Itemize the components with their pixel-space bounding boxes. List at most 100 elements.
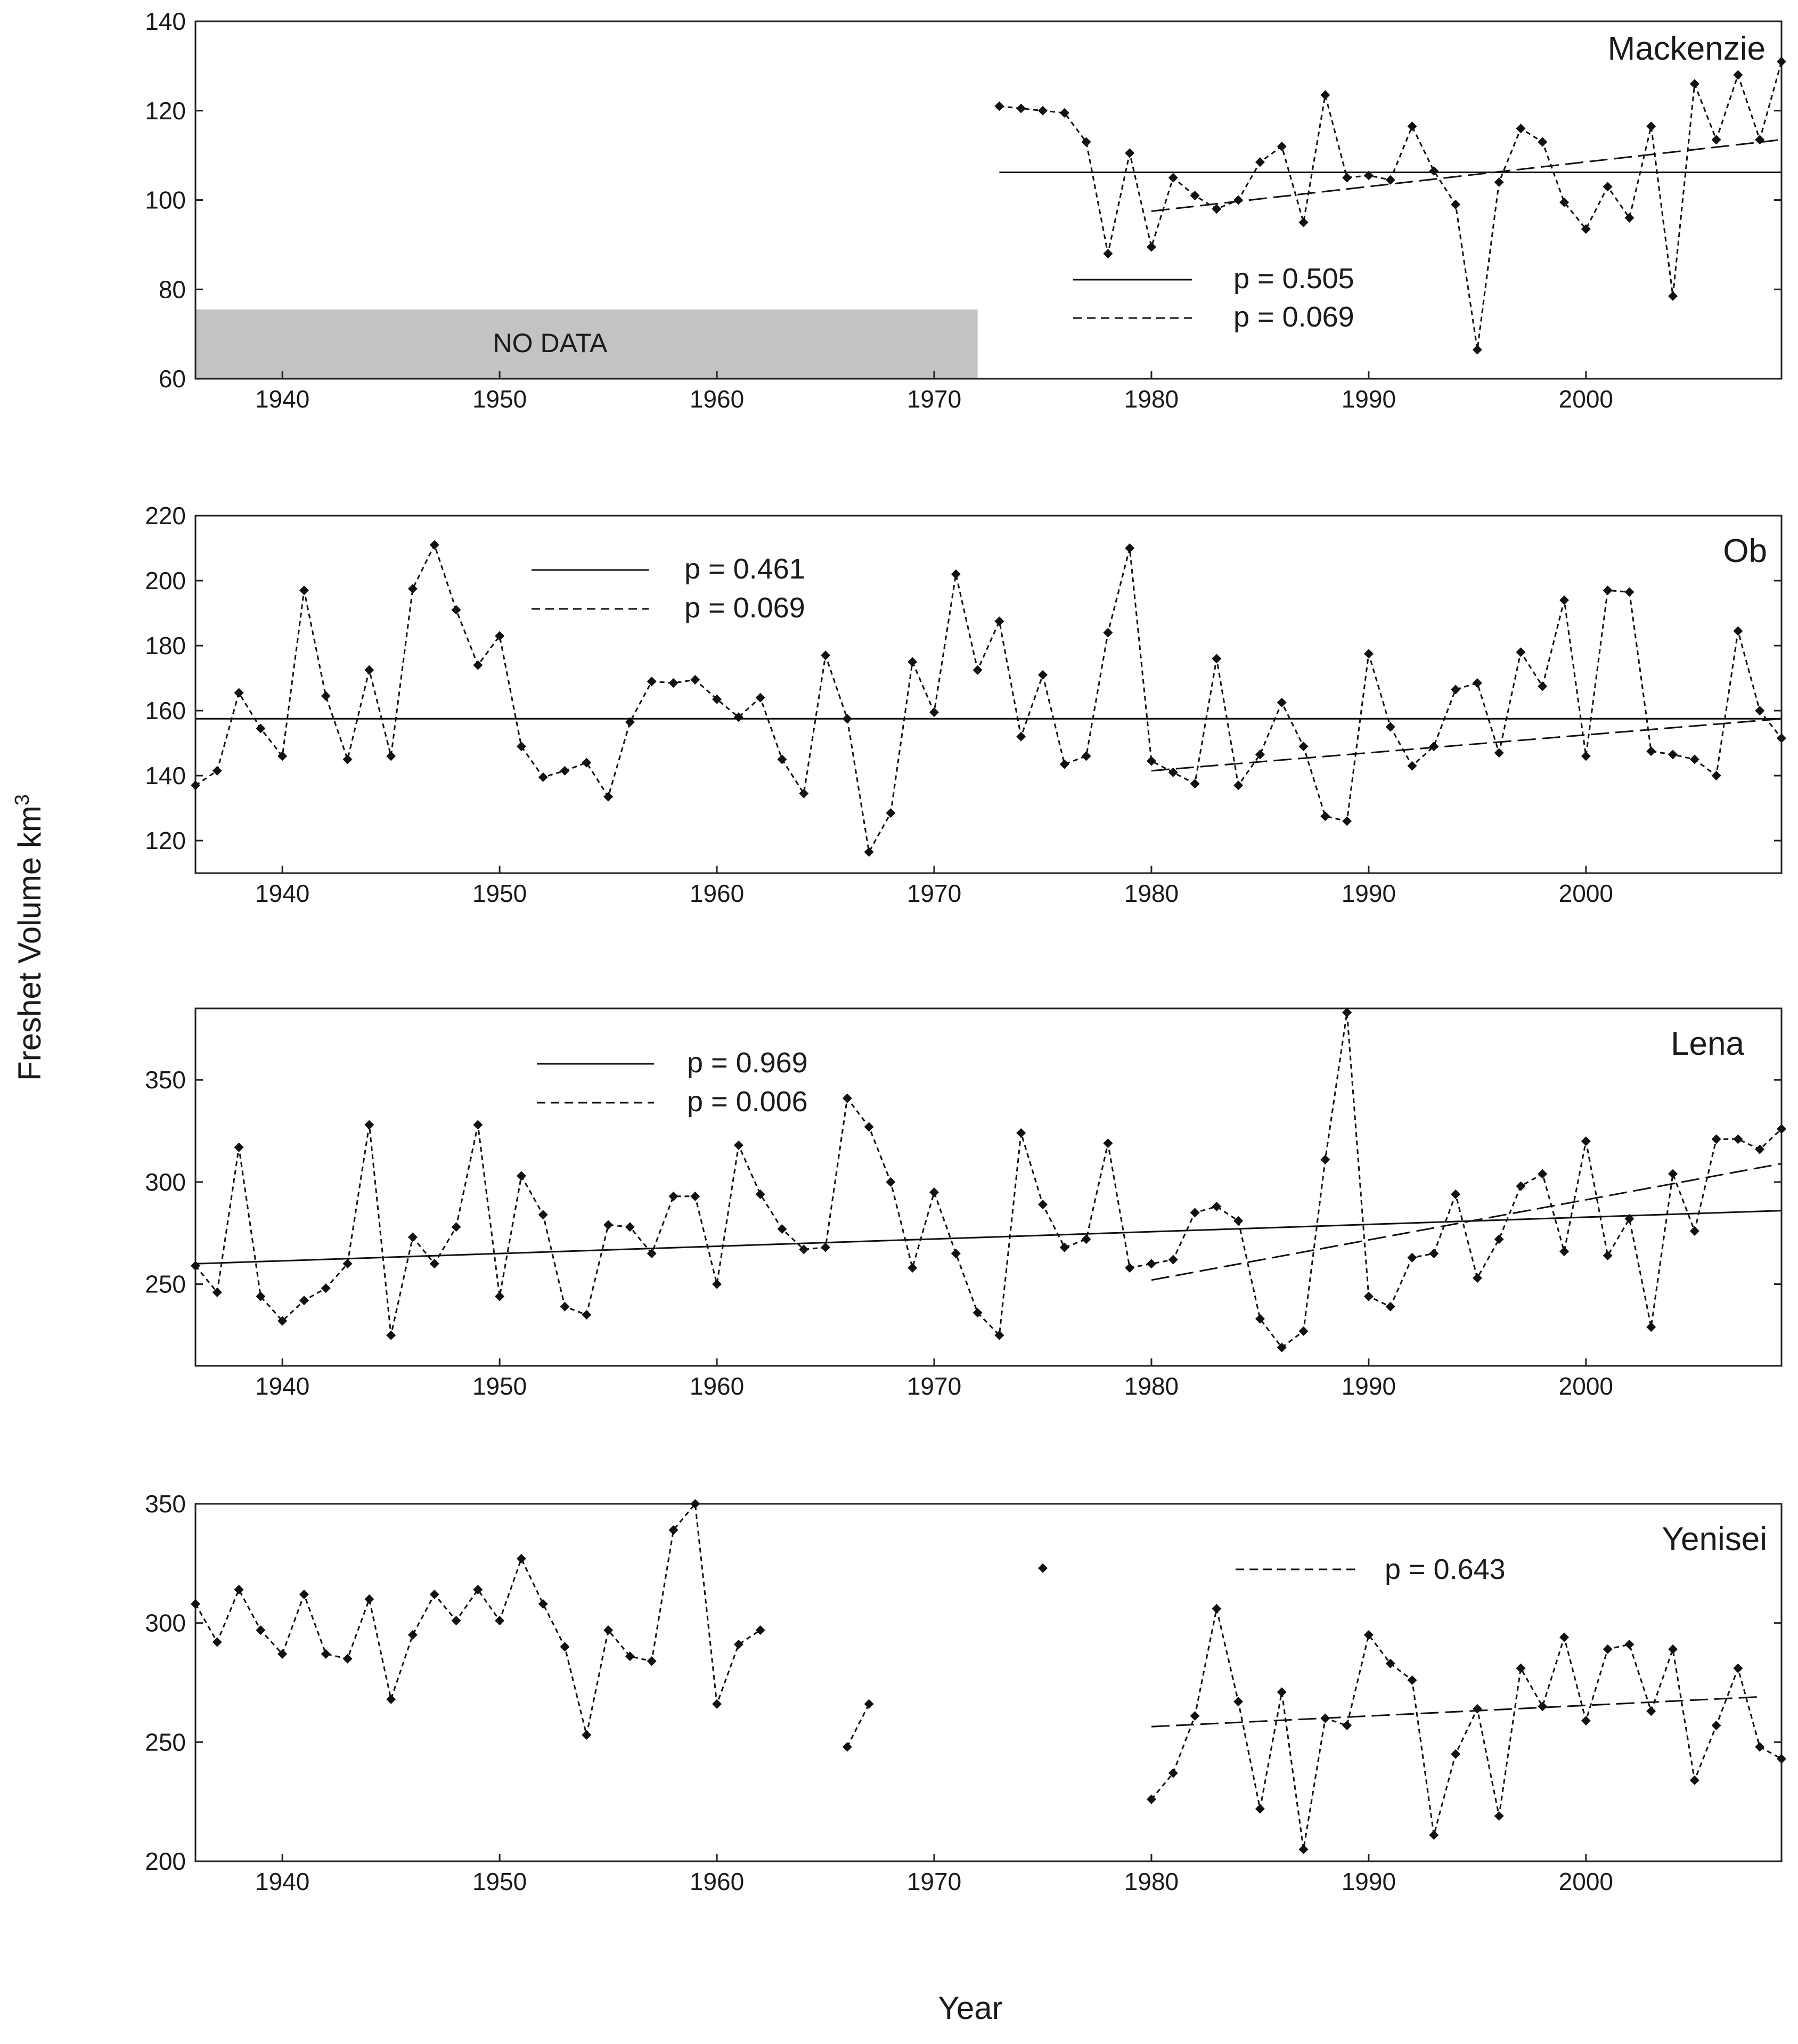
panel-lena: 1940 1950 1960 1970 1980 1990 2000 250 300 350 Le… xyxy=(145,1007,1786,1400)
y-tick-label: 100 xyxy=(145,186,186,214)
data-point xyxy=(386,751,396,761)
data-point xyxy=(538,772,548,783)
data-point xyxy=(1733,70,1743,80)
data-point xyxy=(668,1191,679,1201)
data-point xyxy=(212,1287,222,1297)
data-point xyxy=(234,1585,244,1595)
data-point xyxy=(386,1330,396,1340)
panel-title: Ob xyxy=(1723,533,1767,569)
trend-line-dashed xyxy=(1151,139,1782,212)
series-line xyxy=(194,1502,761,1736)
data-point xyxy=(733,712,743,722)
legend-label-dashed: p = 0.069 xyxy=(1233,301,1354,333)
data-point xyxy=(212,766,222,776)
data-point xyxy=(1342,1721,1352,1731)
data-point xyxy=(560,1301,570,1312)
data-point xyxy=(1451,199,1461,209)
trend-line-dashed xyxy=(1151,718,1782,772)
series-line xyxy=(1150,1608,1782,1850)
data-series xyxy=(191,1007,1786,1353)
data-point xyxy=(364,1120,374,1130)
x-tick-label: 1990 xyxy=(1342,1372,1396,1400)
data-point xyxy=(299,1589,309,1599)
data-point xyxy=(1581,751,1591,761)
data-point xyxy=(1233,1216,1244,1226)
data-point xyxy=(1451,1189,1461,1199)
y-tick-label: 140 xyxy=(145,7,186,35)
data-point xyxy=(1363,1291,1374,1301)
data-series xyxy=(191,1499,1786,1854)
data-point xyxy=(1190,1208,1200,1218)
x-tick-label: 1970 xyxy=(907,880,961,907)
data-point xyxy=(1407,1675,1417,1685)
data-point xyxy=(1146,756,1156,766)
data-point xyxy=(1689,754,1699,764)
data-point xyxy=(1777,733,1786,743)
data-point xyxy=(1407,121,1417,132)
data-point xyxy=(1516,1181,1526,1191)
data-point xyxy=(1689,1226,1699,1236)
data-point xyxy=(342,754,353,764)
data-point xyxy=(908,657,918,667)
no-data-label: NO DATA xyxy=(493,328,608,358)
data-point xyxy=(1103,249,1113,259)
data-point xyxy=(582,758,592,768)
data-point xyxy=(821,1242,831,1252)
axis-ticks: 1940 1950 1960 1970 1980 1990 2000 60 80 100 120 14… xyxy=(145,7,1781,413)
data-series xyxy=(191,540,1786,857)
data-point xyxy=(1429,166,1439,176)
data-point xyxy=(799,1244,809,1255)
data-point xyxy=(1603,1644,1613,1654)
data-point xyxy=(1385,175,1395,185)
legend: p = 0.643 xyxy=(1236,1553,1506,1585)
data-point xyxy=(1494,748,1504,758)
legend-label-solid: p = 0.505 xyxy=(1233,263,1354,295)
data-point xyxy=(495,1291,505,1301)
data-point xyxy=(1255,1804,1265,1814)
y-tick-label: 200 xyxy=(145,1847,186,1875)
data-point xyxy=(451,605,461,615)
data-point xyxy=(1125,148,1135,158)
data-point xyxy=(299,1296,309,1306)
data-point xyxy=(277,751,288,761)
data-point xyxy=(994,1330,1004,1340)
y-tick-label: 220 xyxy=(145,502,186,530)
data-point xyxy=(690,675,700,685)
x-tick-label: 2000 xyxy=(1559,1868,1613,1895)
data-point xyxy=(1255,750,1265,760)
data-point xyxy=(1146,1259,1156,1269)
data-point xyxy=(1668,291,1678,301)
axis-ticks: 1940 1950 1960 1970 1980 1990 2000 250 300 350 xyxy=(145,1066,1781,1400)
data-point xyxy=(1342,1007,1352,1017)
data-point xyxy=(842,1093,852,1103)
data-point xyxy=(1603,182,1613,192)
data-point xyxy=(1538,1169,1548,1179)
data-point xyxy=(277,1649,288,1659)
x-tick-label: 1960 xyxy=(690,1372,744,1400)
no-data-region xyxy=(195,309,978,379)
data-point xyxy=(1711,1721,1721,1731)
data-point xyxy=(429,1259,439,1269)
data-point xyxy=(1668,1644,1678,1654)
data-point xyxy=(1646,1706,1656,1716)
data-point xyxy=(1603,1250,1613,1260)
data-point xyxy=(342,1259,353,1269)
data-point xyxy=(256,723,266,734)
data-point xyxy=(1624,587,1634,597)
data-point xyxy=(582,1730,592,1740)
plot-frame xyxy=(194,1503,1783,1862)
data-point xyxy=(473,1585,483,1595)
x-tick-label: 2000 xyxy=(1559,1372,1613,1400)
data-point xyxy=(1429,1830,1439,1840)
data-point xyxy=(1733,1663,1743,1673)
data-point xyxy=(690,1191,700,1201)
data-point xyxy=(647,1249,657,1259)
data-point xyxy=(386,1694,396,1704)
data-point xyxy=(1538,681,1548,691)
data-point xyxy=(1190,779,1200,789)
data-point xyxy=(864,1699,874,1709)
data-point xyxy=(407,1232,418,1242)
data-point xyxy=(603,1220,614,1230)
data-point xyxy=(234,1142,244,1152)
data-point xyxy=(191,1599,200,1609)
